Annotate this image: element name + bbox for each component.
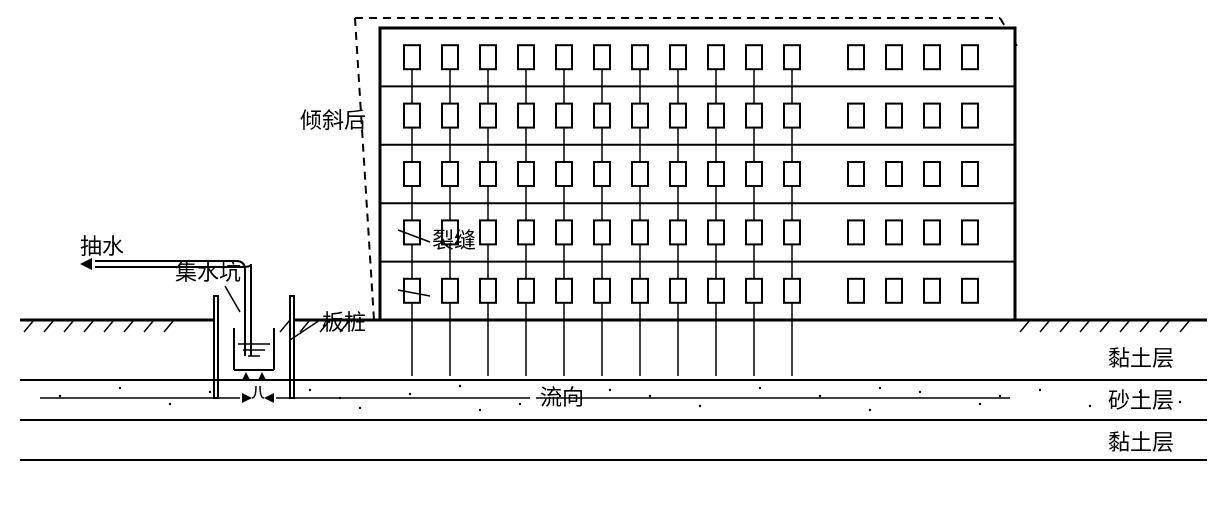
label-pump: 抽水 xyxy=(80,234,124,259)
label-sump: 集水坑 xyxy=(175,260,241,285)
flow-arrows xyxy=(40,386,1010,403)
label-pile: 板桩 xyxy=(322,310,366,335)
label-clay-lower: 黏土层 xyxy=(1108,430,1174,455)
label-crack: 裂缝 xyxy=(432,228,476,253)
building xyxy=(355,18,1017,376)
sump-area xyxy=(214,296,294,398)
label-clay-upper: 黏土层 xyxy=(1108,346,1174,371)
label-flow: 流向 xyxy=(540,385,584,410)
label-tilt: 倾斜后 xyxy=(300,108,366,133)
label-sand: 砂土层 xyxy=(1108,388,1174,413)
